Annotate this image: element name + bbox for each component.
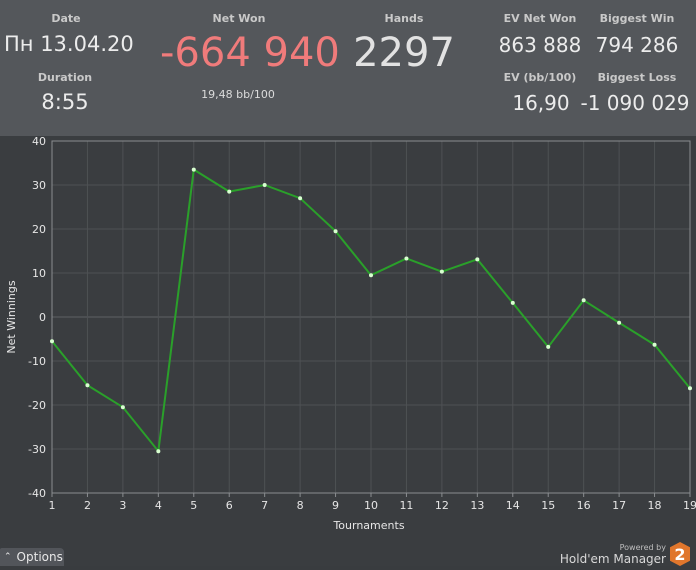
biggest-win-value: 794 286 — [590, 33, 684, 57]
x-tick-label: 12 — [435, 499, 449, 512]
x-tick-label: 2 — [84, 499, 91, 512]
y-tick-label: 20 — [32, 223, 46, 236]
x-tick-label: 9 — [332, 499, 339, 512]
data-point — [582, 298, 586, 302]
biggest-loss-value: -1 090 029 — [576, 91, 694, 115]
x-tick-label: 4 — [155, 499, 162, 512]
biggest-win-label: Biggest Win — [592, 12, 682, 25]
duration-value: 8:55 — [30, 90, 100, 114]
x-tick-label: 1 — [49, 499, 56, 512]
ev-bb-label: EV (bb/100) — [496, 71, 584, 84]
data-point — [156, 449, 160, 453]
net-won-label: Net Won — [196, 12, 282, 25]
brand-badge-icon: 2 — [670, 542, 690, 566]
x-tick-label: 8 — [297, 499, 304, 512]
y-tick-label: 40 — [32, 136, 46, 148]
biggest-loss-label: Biggest Loss — [592, 71, 682, 84]
x-tick-label: 16 — [577, 499, 591, 512]
data-point — [85, 383, 89, 387]
x-axis-label: Tournaments — [332, 519, 404, 532]
data-point — [121, 405, 125, 409]
data-point — [263, 183, 267, 187]
y-tick-labels: -40 -30 -20 -10 0 10 20 30 40 — [28, 136, 46, 500]
options-button[interactable]: ⌃ Options — [0, 548, 64, 566]
ev-bb-value: 16,90 — [500, 91, 582, 115]
data-point — [511, 301, 515, 305]
data-point — [298, 196, 302, 200]
x-tick-label: 13 — [470, 499, 484, 512]
hands-value: 2297 — [350, 30, 458, 76]
chevron-up-icon: ⌃ — [4, 552, 12, 562]
data-point — [475, 257, 479, 261]
stats-header: Date Пн 13.04.20 Duration 8:55 Net Won -… — [0, 0, 696, 137]
ev-net-won-label: EV Net Won — [500, 12, 580, 25]
x-tick-label: 3 — [119, 499, 126, 512]
date-label: Date — [40, 12, 92, 25]
x-tick-label: 11 — [399, 499, 413, 512]
x-tick-label: 17 — [612, 499, 626, 512]
x-tick-label: 7 — [261, 499, 268, 512]
data-point — [369, 273, 373, 277]
data-point — [617, 321, 621, 325]
options-label: Options — [17, 550, 63, 564]
y-tick-label: 0 — [39, 311, 46, 324]
brand-name: Hold'em Manager — [560, 553, 666, 566]
net-won-value: -664 940 — [160, 30, 326, 76]
brand-text: Powered by Hold'em Manager — [560, 544, 666, 566]
x-tick-label: 15 — [541, 499, 555, 512]
y-tick-label: -40 — [28, 487, 46, 500]
data-point — [546, 345, 550, 349]
brand-logo: Powered by Hold'em Manager 2 — [560, 540, 690, 566]
data-point — [404, 256, 408, 260]
hands-label: Hands — [374, 12, 434, 25]
net-won-rate: 19,48 bb/100 — [190, 88, 286, 101]
data-point — [334, 229, 338, 233]
y-tick-label: -10 — [28, 355, 46, 368]
ev-net-won-value: 863 888 — [494, 33, 586, 57]
chart-grid — [52, 141, 690, 497]
x-tick-label: 14 — [506, 499, 520, 512]
x-tick-label: 6 — [226, 499, 233, 512]
data-point — [192, 168, 196, 172]
y-tick-label: -30 — [28, 443, 46, 456]
data-point — [688, 386, 692, 390]
duration-label: Duration — [30, 71, 100, 84]
y-tick-label: 10 — [32, 267, 46, 280]
data-point — [227, 190, 231, 194]
x-tick-label: 19 — [683, 499, 696, 512]
date-value: Пн 13.04.20 — [4, 32, 128, 56]
data-point — [440, 270, 444, 274]
data-point — [50, 339, 54, 343]
x-tick-label: 18 — [648, 499, 662, 512]
data-point — [653, 343, 657, 347]
y-tick-label: 30 — [32, 179, 46, 192]
y-axis-label: Net Winnings — [5, 280, 18, 353]
x-tick-label: 5 — [190, 499, 197, 512]
y-tick-label: -20 — [28, 399, 46, 412]
x-tick-label: 10 — [364, 499, 378, 512]
